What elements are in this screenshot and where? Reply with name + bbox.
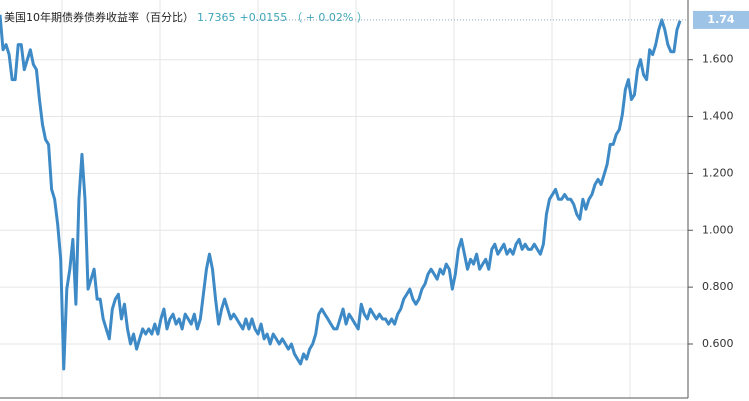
plot [0, 14, 688, 371]
y-tick-label: 1.000 [702, 223, 734, 236]
x-grid [61, 0, 631, 398]
change-pct: （ + 0.02% ） [291, 11, 368, 24]
marker-label: 1.74 [707, 13, 734, 26]
change: +0.0155 [240, 11, 288, 24]
y-tick-label: 0.600 [702, 337, 734, 350]
marker-box [693, 10, 749, 29]
chart-title: 美国10年期债券债券收益率（百分比） [4, 10, 194, 24]
last-value: 1.7365 [197, 11, 236, 24]
y-tick-label: 1.600 [702, 53, 734, 66]
title-row: 美国10年期债券债券收益率（百分比） 1.7365 +0.0155 （ + 0.02%… [4, 10, 368, 24]
y-tick-label: 1.400 [702, 110, 734, 123]
y-tick-label: 0.800 [702, 280, 734, 293]
y-tick-label: 1.200 [702, 166, 734, 179]
price-line [0, 14, 682, 371]
